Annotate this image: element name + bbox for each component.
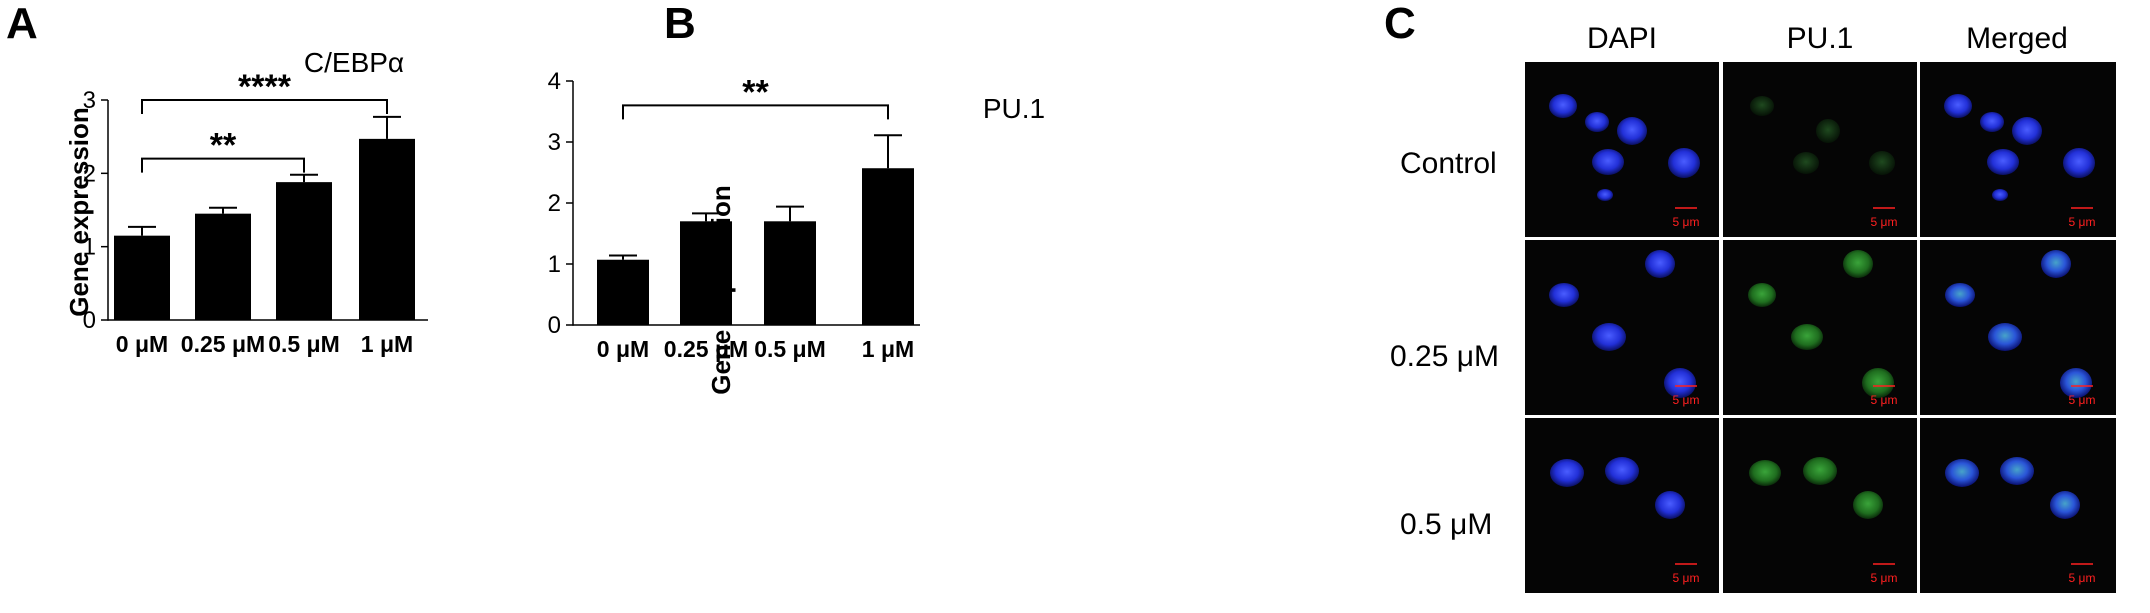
- panel-letter-a: A: [6, 0, 38, 48]
- y-tick-label-b: 2: [548, 190, 561, 217]
- y-axis-label-a: Gene expression: [64, 107, 94, 317]
- bar-a-1: [195, 213, 251, 320]
- scale-bar-control-merged: 5 μm: [2069, 207, 2096, 229]
- significance-label-a-0: **: [210, 127, 237, 165]
- scale-bar-control-dapi: 5 μm: [1673, 207, 1700, 229]
- micrograph-025-merged: [1920, 240, 2116, 415]
- chart-title-b: PU.1: [983, 93, 1045, 124]
- column-header-pu1: PU.1: [1787, 22, 1854, 55]
- bar-a-0: [114, 235, 170, 320]
- y-tick-label-b: 3: [548, 129, 561, 156]
- svg-text:5 μm: 5 μm: [1673, 393, 1700, 407]
- x-tick-label-b-2: 0.5 μM: [754, 336, 826, 362]
- svg-text:5 μm: 5 μm: [2069, 571, 2096, 585]
- svg-text:5 μm: 5 μm: [2069, 215, 2096, 229]
- micrograph-05-pu1: [1723, 418, 1917, 593]
- bar-b-1: [680, 221, 732, 325]
- y-tick-label-a: 0: [83, 307, 96, 334]
- significance-bracket-a-0: [141, 157, 305, 173]
- micrograph-05-dapi: [1525, 418, 1719, 593]
- x-tick-label-a-2: 0.5 μM: [268, 331, 340, 357]
- x-tick-label-a-3: 1 μM: [361, 331, 413, 357]
- y-tick-label-a: 3: [83, 87, 96, 114]
- micrograph-control-pu1: [1723, 62, 1917, 237]
- chart-b-plot: 0 1 2 3 4 0 μM 0.25 μM 0.5 μM 1 μM **: [548, 68, 920, 362]
- micrograph-05-merged: [1920, 418, 2116, 593]
- panel-letter-b: B: [664, 0, 696, 48]
- x-tick-label-b-0: 0 μM: [597, 336, 649, 362]
- y-tick-label-a: 2: [83, 160, 96, 187]
- scale-bar-05-dapi: 5 μm: [1673, 563, 1700, 585]
- x-tick-label-a-0: 0 μM: [116, 331, 168, 357]
- significance-bracket-b-0: [622, 104, 889, 120]
- significance-label-b-0: **: [742, 73, 769, 111]
- svg-text:5 μm: 5 μm: [1673, 571, 1700, 585]
- panel-a: A C/EBPα Gene expression 0 1 2 3 0 μM 0.25 μM…: [6, 0, 428, 357]
- micrograph-025-pu1: [1723, 240, 1917, 415]
- bar-b-3: [862, 168, 914, 325]
- significance-label-a-1: ****: [238, 68, 292, 106]
- scale-bar-025-merged: 5 μm: [2069, 385, 2096, 407]
- bar-b-2: [764, 221, 816, 325]
- row-label-control: Control: [1400, 147, 1497, 180]
- y-tick-label-a: 1: [83, 234, 96, 261]
- scale-bar-05-pu1: 5 μm: [1871, 563, 1898, 585]
- column-header-dapi: DAPI: [1587, 22, 1657, 55]
- chart-a-plot: 0 1 2 3 0 μM 0.25 μM 0.5 μM 1 μM ******: [83, 68, 428, 357]
- scale-bar-control-pu1: 5 μm: [1871, 207, 1898, 229]
- scale-bar-025-dapi: 5 μm: [1673, 385, 1700, 407]
- panel-c: C DAPI PU.1 Merged Control 0.25 μM 0.5 μ…: [1384, 0, 2116, 593]
- column-header-merged: Merged: [1966, 22, 2068, 55]
- svg-text:5 μm: 5 μm: [1871, 215, 1898, 229]
- svg-text:5 μm: 5 μm: [1673, 215, 1700, 229]
- scale-bar-05-merged: 5 μm: [2069, 563, 2096, 585]
- x-tick-label-b-1: 0.25 μM: [664, 336, 748, 362]
- y-tick-label-b: 0: [548, 312, 561, 339]
- micrograph-025-dapi: [1525, 240, 1719, 415]
- bar-a-3: [359, 138, 415, 320]
- y-tick-label-b: 4: [548, 68, 561, 95]
- chart-title-a: C/EBPα: [304, 47, 404, 78]
- x-tick-label-a-1: 0.25 μM: [181, 331, 265, 357]
- svg-text:5 μm: 5 μm: [1871, 393, 1898, 407]
- significance-bracket-a-1: [141, 99, 388, 114]
- svg-text:5 μm: 5 μm: [1871, 571, 1898, 585]
- row-label-025: 0.25 μM: [1390, 340, 1499, 373]
- row-label-05: 0.5 μM: [1400, 508, 1492, 541]
- micrograph-control-merged: [1920, 62, 2116, 237]
- micrograph-control-dapi: [1525, 62, 1719, 237]
- x-tick-label-b-3: 1 μM: [862, 336, 914, 362]
- svg-text:5 μm: 5 μm: [2069, 393, 2096, 407]
- bar-b-0: [597, 259, 649, 325]
- scale-bar-025-pu1: 5 μm: [1871, 385, 1898, 407]
- panel-letter-c: C: [1384, 0, 1416, 48]
- y-tick-label-b: 1: [548, 251, 561, 278]
- bar-a-2: [276, 182, 332, 320]
